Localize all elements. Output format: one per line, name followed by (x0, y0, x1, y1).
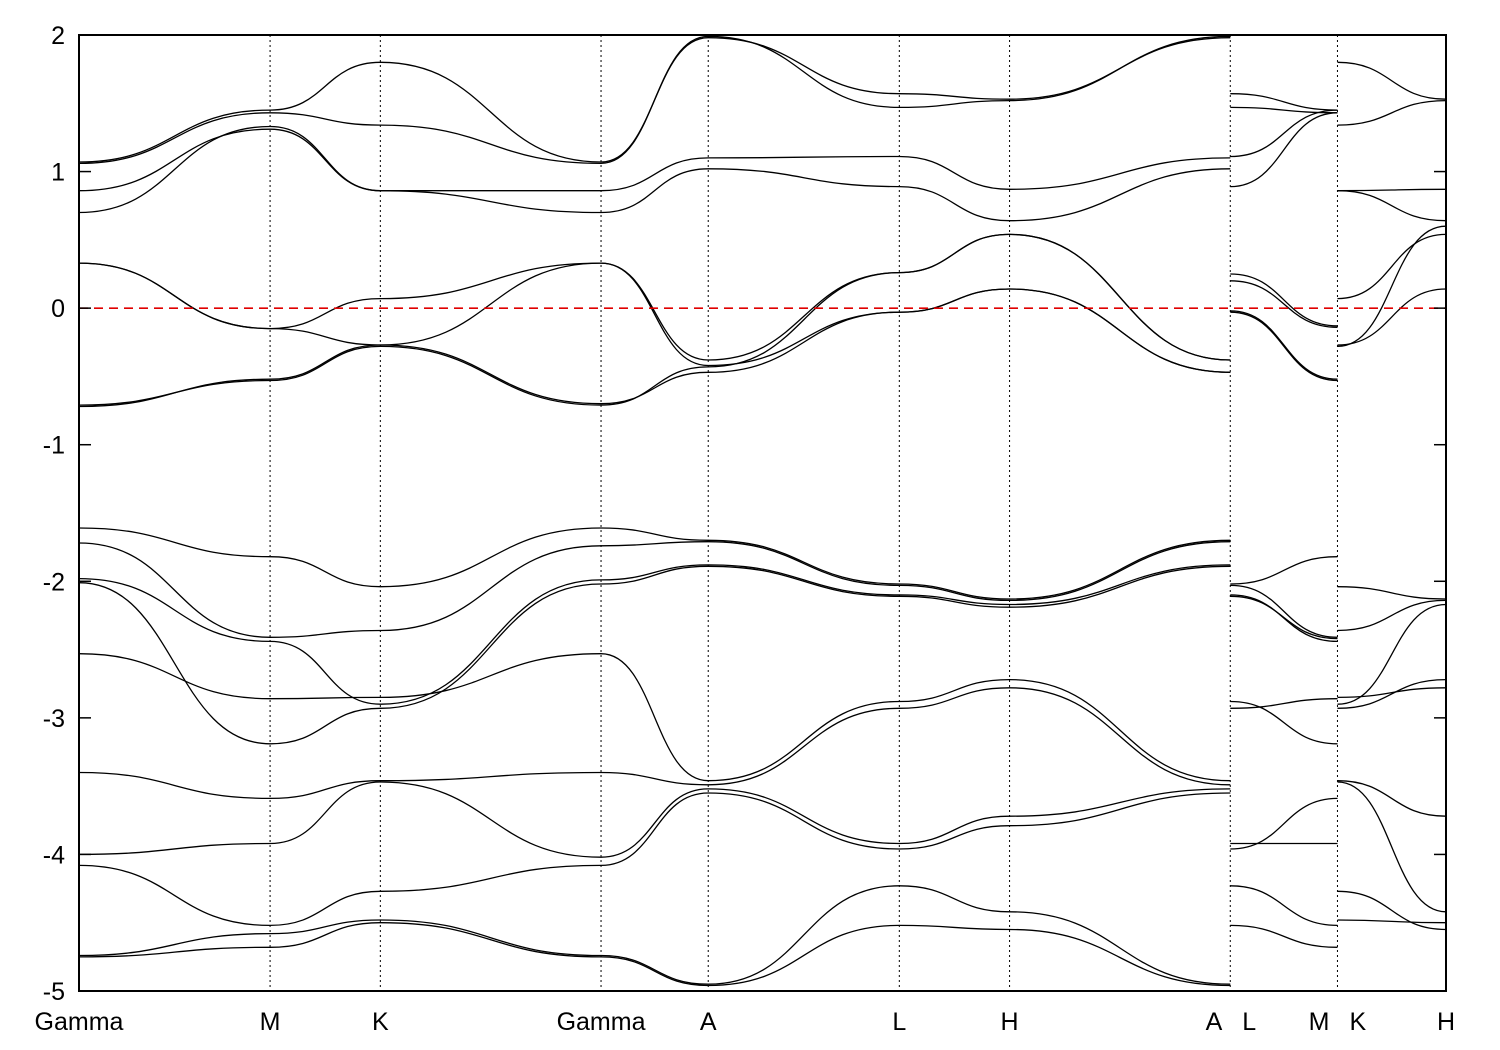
y-tick-label-6: 1 (51, 159, 65, 187)
x-tick-label-8: L (1242, 1008, 1256, 1036)
y-tick-label-5: 0 (51, 295, 65, 323)
band-21 (1230, 311, 1338, 382)
band-17 (78, 922, 1231, 987)
band-33 (1230, 797, 1338, 850)
band-40 (1337, 188, 1447, 192)
band-49 (1337, 781, 1447, 913)
x-tick-label-9: M (1309, 1008, 1330, 1036)
band-11 (78, 565, 1231, 745)
band-50 (1337, 890, 1447, 931)
band-20 (1230, 310, 1338, 380)
band-lines (78, 35, 1447, 987)
y-tick-label-4: -1 (43, 432, 65, 460)
band-16 (78, 885, 1231, 985)
band-1 (78, 233, 1231, 361)
x-tick-label-0: Gamma (35, 1008, 124, 1036)
y-tick-label-1: -4 (43, 841, 65, 869)
band-19 (1230, 280, 1338, 328)
x-tick-label-7: A (1206, 1008, 1223, 1036)
band-27 (1230, 584, 1338, 638)
band-10 (78, 564, 1231, 705)
band-8 (78, 527, 1231, 600)
x-tick-label-6: H (1001, 1008, 1019, 1036)
x-tick-label-5: L (892, 1008, 906, 1036)
band-34 (1230, 885, 1338, 927)
band-47 (1337, 687, 1447, 699)
x-tick-label-10: K (1349, 1008, 1366, 1036)
y-tick-label-0: -5 (43, 978, 65, 1006)
band-35 (1230, 924, 1338, 948)
y-tick-label-3: -2 (43, 568, 65, 596)
band-46 (1337, 678, 1447, 709)
y-tick-label-7: 2 (51, 22, 65, 50)
band-44 (1337, 599, 1447, 632)
band-24 (1230, 106, 1338, 114)
band-51 (1337, 919, 1447, 924)
band-48 (1337, 780, 1447, 817)
band-7 (78, 37, 1231, 163)
band-38 (1337, 225, 1447, 348)
band-31 (1230, 698, 1338, 709)
x-axis: Gamma M K Gamma A L H A L M K H (35, 1008, 1455, 1036)
band-41 (1337, 99, 1447, 126)
band-42 (1337, 61, 1447, 100)
band-22 (1230, 112, 1338, 188)
band-25 (1230, 93, 1338, 111)
band-3 (78, 233, 1231, 406)
x-tick-label-3: Gamma (557, 1008, 646, 1036)
band-12 (78, 653, 1231, 782)
band-37 (1337, 288, 1447, 346)
band-18 (1230, 273, 1338, 327)
band-30 (1230, 700, 1338, 745)
band-15 (78, 792, 1231, 927)
band-45 (1337, 603, 1447, 705)
band-43 (1337, 586, 1447, 600)
band-26 (1230, 556, 1338, 585)
x-tick-label-11: H (1437, 1008, 1455, 1036)
band-0 (78, 262, 1231, 373)
band-39 (1337, 190, 1447, 222)
band-36 (1337, 233, 1447, 300)
x-tick-label-1: M (260, 1008, 281, 1036)
x-tick-label-4: A (700, 1008, 717, 1036)
band-5 (78, 128, 1231, 192)
k-point-divider-lines (269, 35, 1338, 991)
plot-frame (78, 34, 1447, 992)
x-tick-label-2: K (372, 1008, 389, 1036)
band-13 (78, 687, 1231, 800)
y-tick-label-2: -3 (43, 705, 65, 733)
band-14 (78, 781, 1231, 858)
y-axis: -5 -4 -3 -2 -1 0 1 2 (43, 22, 1446, 1006)
band-2 (78, 288, 1231, 408)
band-29 (1230, 595, 1338, 640)
